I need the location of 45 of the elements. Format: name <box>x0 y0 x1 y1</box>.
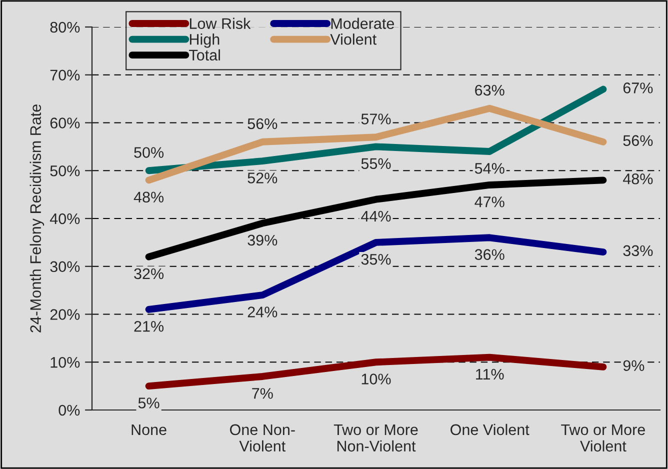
data-label: 67% <box>623 82 653 94</box>
data-label: 63% <box>475 84 504 96</box>
legend-label: Total <box>189 49 220 61</box>
y-tick-label: 50% <box>50 165 80 176</box>
data-label: 44% <box>361 210 391 222</box>
y-tick-label: 40% <box>50 213 80 224</box>
x-tick-label: Two or More Non-Violent <box>334 424 418 452</box>
data-label: 10% <box>362 374 391 384</box>
x-tick-label: One Non- Violent <box>230 424 295 452</box>
data-label: 52% <box>248 172 278 184</box>
data-label: 36% <box>474 249 504 260</box>
data-label: 57% <box>361 114 391 124</box>
legend-label: Moderate <box>331 18 394 30</box>
y-tick-label: 80% <box>50 22 80 33</box>
data-label: 56% <box>623 135 653 146</box>
y-tick-label: 10% <box>50 356 80 368</box>
legend-label: Violent <box>330 34 376 45</box>
x-tick-label: None <box>132 424 166 436</box>
y-tick-label: 20% <box>50 309 80 320</box>
legend-label: High <box>190 34 220 48</box>
y-tick-label: 30% <box>50 261 80 272</box>
data-label: 47% <box>474 196 504 208</box>
data-label: 24% <box>248 306 278 318</box>
data-label: 56% <box>248 118 278 130</box>
data-label: 32% <box>134 268 164 280</box>
legend-label: Low Risk <box>190 18 251 30</box>
y-tick-label: 70% <box>50 70 80 81</box>
x-tick-label: One Violent <box>450 424 530 436</box>
y-tick-label: 60% <box>50 118 80 128</box>
data-label: 33% <box>623 245 653 256</box>
data-label: 7% <box>252 388 273 399</box>
data-label: 39% <box>248 234 278 246</box>
y-axis-title: 24-Month Felony Recidivism Rate <box>30 104 44 332</box>
data-label: 55% <box>361 158 391 170</box>
data-label: 11% <box>476 368 504 380</box>
y-tick-label: 0% <box>58 404 80 416</box>
data-label: 54% <box>474 163 504 174</box>
data-label: 35% <box>361 254 391 265</box>
data-label: 5% <box>138 398 160 408</box>
data-label: 21% <box>134 320 164 332</box>
data-label: 50% <box>134 147 164 158</box>
data-label: 48% <box>134 192 164 203</box>
data-label: 9% <box>623 360 644 372</box>
x-tick-label: Two or More Violent <box>561 424 645 452</box>
data-label: 48% <box>622 173 653 184</box>
